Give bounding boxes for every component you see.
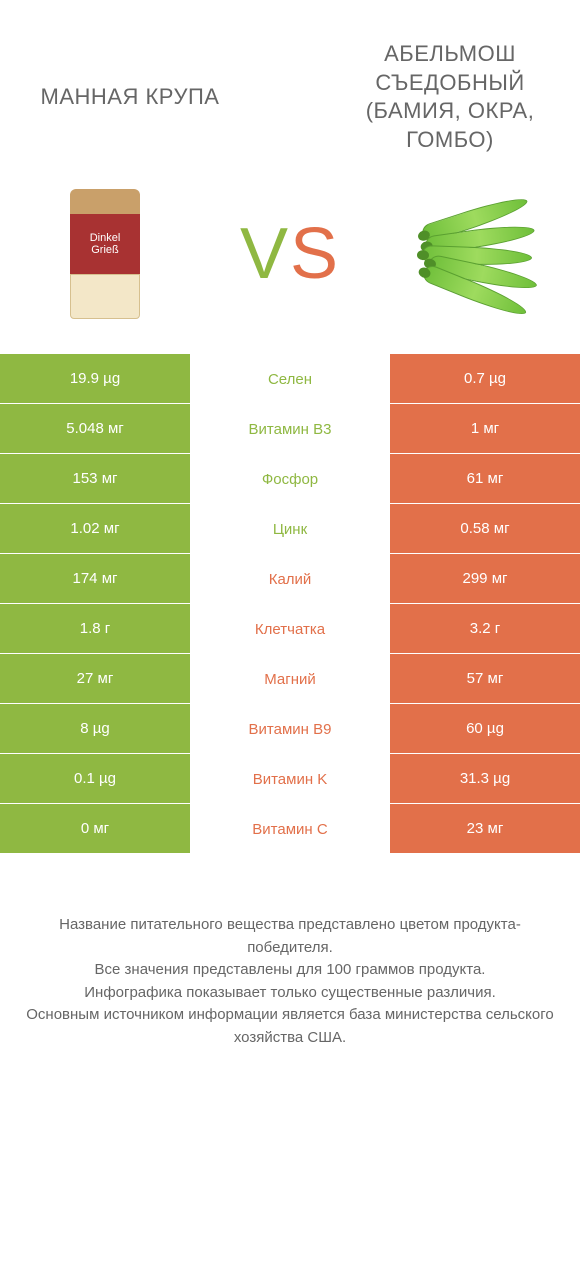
value-cell-right: 31.3 µg: [390, 754, 580, 804]
nutrient-name-cell: Витамин K: [190, 754, 390, 804]
pack-label-line1: Dinkel: [90, 232, 121, 244]
table-row: 1.02 мгЦинк0.58 мг: [0, 504, 580, 554]
okra-icon: [400, 189, 550, 319]
table-row: 0 мгВитамин C23 мг: [0, 804, 580, 854]
value-cell-left: 8 µg: [0, 704, 190, 754]
table-row: 0.1 µgВитамин K31.3 µg: [0, 754, 580, 804]
value-cell-left: 0.1 µg: [0, 754, 190, 804]
value-cell-left: 174 мг: [0, 554, 190, 604]
value-cell-left: 5.048 мг: [0, 404, 190, 454]
value-cell-right: 57 мг: [390, 654, 580, 704]
value-cell-left: 0 мг: [0, 804, 190, 854]
footer-line: Все значения представлены для 100 граммо…: [20, 959, 560, 982]
value-cell-right: 60 µg: [390, 704, 580, 754]
product-image-left: Dinkel Grieß: [30, 179, 180, 329]
value-cell-left: 19.9 µg: [0, 354, 190, 404]
table-row: 153 мгФосфор61 мг: [0, 454, 580, 504]
semolina-package-icon: Dinkel Grieß: [70, 189, 140, 319]
value-cell-left: 153 мг: [0, 454, 190, 504]
table-row: 174 мгКалий299 мг: [0, 554, 580, 604]
nutrient-name-cell: Калий: [190, 554, 390, 604]
product-image-right: [400, 179, 550, 329]
value-cell-right: 299 мг: [390, 554, 580, 604]
footer-line: Инфографика показывает только существенн…: [20, 982, 560, 1005]
nutrient-name-cell: Цинк: [190, 504, 390, 554]
value-cell-right: 0.58 мг: [390, 504, 580, 554]
value-cell-right: 0.7 µg: [390, 354, 580, 404]
comparison-table: 19.9 µgСелен0.7 µg5.048 мгВитамин B31 мг…: [0, 354, 580, 854]
table-row: 1.8 гКлетчатка3.2 г: [0, 604, 580, 654]
table-row: 27 мгМагний57 мг: [0, 654, 580, 704]
value-cell-left: 1.8 г: [0, 604, 190, 654]
value-cell-right: 1 мг: [390, 404, 580, 454]
table-row: 8 µgВитамин B960 µg: [0, 704, 580, 754]
value-cell-right: 23 мг: [390, 804, 580, 854]
nutrient-name-cell: Фосфор: [190, 454, 390, 504]
value-cell-right: 61 мг: [390, 454, 580, 504]
nutrient-name-cell: Магний: [190, 654, 390, 704]
pack-label-line2: Grieß: [91, 244, 119, 256]
product-title-right: АБЕЛЬМОШ СЪЕДОБНЫЙ (БАМИЯ, ОКРА, ГОМБО): [350, 40, 550, 154]
product-title-left: МАННАЯ КРУПА: [30, 83, 230, 112]
nutrient-name-cell: Витамин C: [190, 804, 390, 854]
nutrient-name-cell: Витамин B9: [190, 704, 390, 754]
nutrient-name-cell: Селен: [190, 354, 390, 404]
table-row: 19.9 µgСелен0.7 µg: [0, 354, 580, 404]
footer-line: Название питательного вещества представл…: [20, 914, 560, 959]
footer-notes: Название питательного вещества представл…: [0, 854, 580, 1069]
value-cell-right: 3.2 г: [390, 604, 580, 654]
nutrient-name-cell: Клетчатка: [190, 604, 390, 654]
nutrient-name-cell: Витамин B3: [190, 404, 390, 454]
vs-label: VS: [240, 213, 340, 295]
footer-line: Основным источником информации является …: [20, 1004, 560, 1049]
value-cell-left: 27 мг: [0, 654, 190, 704]
value-cell-left: 1.02 мг: [0, 504, 190, 554]
table-row: 5.048 мгВитамин B31 мг: [0, 404, 580, 454]
